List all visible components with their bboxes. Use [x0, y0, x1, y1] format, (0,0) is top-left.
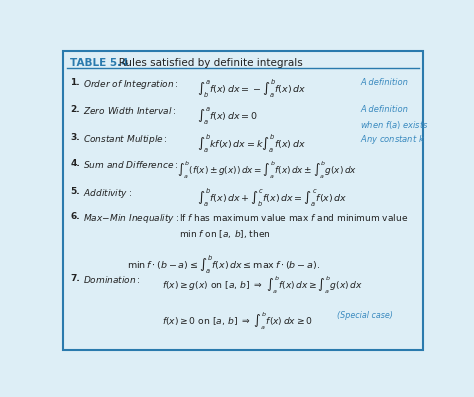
Text: 1.: 1. [70, 78, 80, 87]
Text: If $f$ has maximum value max $f$ and minimum value: If $f$ has maximum value max $f$ and min… [179, 212, 408, 223]
Text: $\int_a^b f(x)\,dx + \int_b^c f(x)\,dx = \int_a^c f(x)\,dx$: $\int_a^b f(x)\,dx + \int_b^c f(x)\,dx =… [197, 187, 347, 209]
Text: $\int_a^b (f(x) \pm g(x))\,dx = \int_a^b f(x)\,dx \pm \int_a^b g(x)\,dx$: $\int_a^b (f(x) \pm g(x))\,dx = \int_a^b… [177, 159, 357, 181]
Text: when $f(a)$ exists: when $f(a)$ exists [360, 119, 429, 131]
Text: $\mathrm{min}\,f \cdot (b - a) \leq \int_a^b f(x)\,dx \leq \mathrm{max}\,f \cdot: $\mathrm{min}\,f \cdot (b - a) \leq \int… [127, 254, 320, 276]
Text: Any constant $k$: Any constant $k$ [360, 133, 426, 146]
Text: $\mathit{Order\ of\ Integration:}$: $\mathit{Order\ of\ Integration:}$ [83, 78, 179, 91]
Text: $\mathit{Sum\ and\ Difference:}$: $\mathit{Sum\ and\ Difference:}$ [83, 159, 178, 170]
Text: Rules satisfied by definite integrals: Rules satisfied by definite integrals [109, 58, 302, 68]
Text: 7.: 7. [70, 274, 80, 283]
Text: 3.: 3. [70, 133, 80, 142]
Text: A definition: A definition [360, 78, 409, 87]
Text: min $f$ on $[a,\,b]$, then: min $f$ on $[a,\,b]$, then [179, 228, 270, 240]
Text: $\mathit{Domination:}$: $\mathit{Domination:}$ [83, 274, 141, 285]
Text: $\mathit{Additivity:}$: $\mathit{Additivity:}$ [83, 187, 132, 200]
Text: $f(x) \geq g(x)\ \mathrm{on}\ [a,\,b]\ \Rightarrow\ \int_a^b f(x)\,dx \geq \int_: $f(x) \geq g(x)\ \mathrm{on}\ [a,\,b]\ \… [162, 274, 363, 297]
Text: (Special case): (Special case) [337, 310, 392, 320]
Text: $\mathit{Max\!-\!Min\ Inequality:}$: $\mathit{Max\!-\!Min\ Inequality:}$ [83, 212, 179, 225]
Text: 5.: 5. [70, 187, 80, 196]
Text: 4.: 4. [70, 159, 80, 168]
Text: 2.: 2. [70, 105, 80, 114]
Text: $\int_a^b kf(x)\,dx = k\int_a^b f(x)\,dx$: $\int_a^b kf(x)\,dx = k\int_a^b f(x)\,dx… [197, 133, 306, 155]
Text: A definition: A definition [360, 105, 409, 114]
Text: 6.: 6. [70, 212, 80, 221]
Text: $\int_a^a f(x)\,dx = 0$: $\int_a^a f(x)\,dx = 0$ [197, 105, 258, 127]
Text: $\mathit{Zero\ Width\ Interval:}$: $\mathit{Zero\ Width\ Interval:}$ [83, 105, 176, 116]
Text: $\mathit{Constant\ Multiple:}$: $\mathit{Constant\ Multiple:}$ [83, 133, 168, 146]
Text: $\int_b^a f(x)\,dx = -\int_a^b f(x)\,dx$: $\int_b^a f(x)\,dx = -\int_a^b f(x)\,dx$ [197, 78, 306, 100]
Text: $f(x) \geq 0\ \mathrm{on}\ [a,\,b]\ \Rightarrow\ \int_a^b f(x)\,dx \geq 0$: $f(x) \geq 0\ \mathrm{on}\ [a,\,b]\ \Rig… [162, 310, 313, 332]
FancyBboxPatch shape [63, 51, 423, 350]
Text: TABLE 5.4: TABLE 5.4 [70, 58, 129, 68]
